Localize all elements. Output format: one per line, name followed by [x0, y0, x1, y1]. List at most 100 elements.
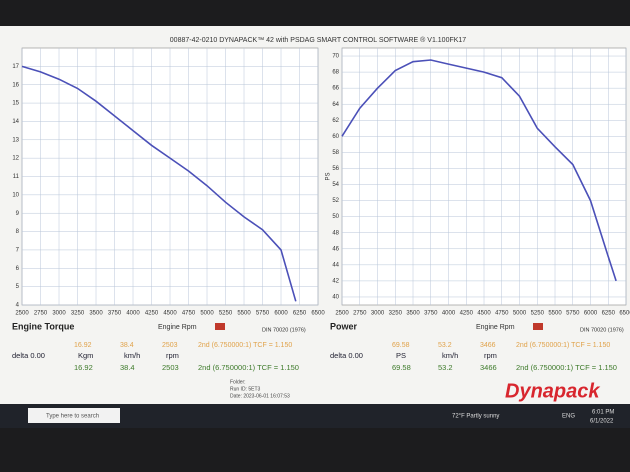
footer-text: Folder:: [230, 379, 246, 385]
y-tick-label: 58: [332, 150, 339, 156]
x-tick-label: 5250: [219, 311, 233, 317]
y-tick-label: 42: [332, 278, 339, 284]
clock-time[interactable]: 6:01 PM: [592, 410, 614, 416]
x-tick-label: 4000: [126, 311, 140, 317]
panel-title: Power: [330, 321, 358, 331]
x-tick-label: 3000: [52, 311, 66, 317]
y-tick-label: 64: [332, 102, 339, 108]
footer-text: Date: 2023-06-01 16:07:53: [230, 393, 290, 399]
y-tick-label: 62: [332, 118, 339, 124]
delta: delta 0.00: [330, 351, 363, 360]
x-tick-label: 6250: [293, 311, 307, 317]
y-tick-label: 16: [12, 82, 19, 88]
rpm-label: Engine Rpm: [476, 324, 515, 331]
y-tick-label: 68: [332, 70, 339, 76]
y-tick-label: 52: [332, 198, 339, 204]
x-tick-label: 6500: [619, 311, 630, 317]
cursor-value: 38.4: [120, 342, 134, 349]
footer-text: Run ID: 5ET3: [230, 386, 261, 392]
y-tick-label: 8: [16, 229, 20, 235]
cursor-value: 53.2: [438, 342, 452, 349]
cursor-value: 2nd (6.750000:1) TCF = 1.150: [198, 342, 292, 349]
panel-title: Engine Torque: [12, 321, 74, 331]
unit: km/h: [442, 351, 458, 360]
x-tick-label: 5000: [200, 311, 214, 317]
x-tick-label: 4500: [477, 311, 491, 317]
y-tick-label: 5: [16, 284, 20, 290]
y-tick-label: 44: [332, 262, 339, 268]
standard: DIN 70020 (1976): [262, 327, 306, 333]
y-tick-label: 66: [332, 86, 339, 92]
rpm-marker: [533, 323, 543, 330]
unit: rpm: [166, 351, 179, 360]
y-tick-label: 54: [332, 182, 339, 188]
x-tick-label: 4250: [460, 311, 474, 317]
x-tick-label: 2750: [34, 311, 48, 317]
x-tick-label: 3500: [89, 311, 103, 317]
unit: km/h: [124, 351, 140, 360]
x-tick-label: 3250: [71, 311, 85, 317]
rpm-label: Engine Rpm: [158, 324, 197, 331]
readout-value: 38.4: [120, 363, 135, 372]
y-tick-label: 46: [332, 246, 339, 252]
x-tick-label: 4250: [145, 311, 159, 317]
x-tick-label: 4000: [442, 311, 456, 317]
x-tick-label: 2500: [15, 311, 29, 317]
x-tick-label: 6000: [584, 311, 598, 317]
readout-value: 2503: [162, 363, 179, 372]
x-tick-label: 5500: [237, 311, 251, 317]
y-tick-label: 12: [12, 156, 19, 162]
language[interactable]: ENG: [562, 414, 575, 420]
weather[interactable]: 72°F Partly sunny: [452, 414, 499, 420]
cursor-value: 16.92: [74, 342, 92, 349]
x-tick-label: 3750: [108, 311, 122, 317]
cursor-value: 2503: [162, 342, 178, 349]
x-tick-label: 3250: [389, 311, 403, 317]
readout-value: 2nd (6.750000:1) TCF = 1.150: [516, 363, 617, 372]
x-tick-label: 6500: [311, 311, 325, 317]
data-line: [341, 59, 617, 282]
unit: rpm: [484, 351, 497, 360]
cursor-value: 69.58: [392, 342, 410, 349]
search-box[interactable]: [28, 408, 120, 423]
y-tick-label: 4: [16, 303, 20, 309]
clock-date[interactable]: 6/1/2022: [590, 419, 614, 425]
y-tick-label: 15: [12, 101, 19, 107]
readout-value: 69.58: [392, 363, 411, 372]
unit: PS: [396, 351, 406, 360]
y-tick-label: 6: [16, 266, 20, 272]
y-tick-label: 56: [332, 166, 339, 172]
x-tick-label: 2750: [353, 311, 367, 317]
unit: Kgm: [78, 351, 93, 360]
x-tick-label: 3000: [371, 311, 385, 317]
x-tick-label: 4750: [495, 311, 509, 317]
y-tick-label: 40: [332, 295, 339, 301]
x-tick-label: 5500: [548, 311, 562, 317]
delta: delta 0.00: [12, 351, 45, 360]
y-tick-label: 11: [13, 174, 20, 180]
x-tick-label: 4500: [163, 311, 177, 317]
y-tick-label: 7: [16, 248, 20, 254]
y-axis-label: PS: [326, 172, 332, 180]
readout-value: 2nd (6.750000:1) TCF = 1.150: [198, 363, 299, 372]
window-title: 00887-42-0210 DYNAPACK™ 42 with PSDAG SM…: [170, 36, 467, 44]
x-tick-label: 3500: [406, 311, 420, 317]
search-text[interactable]: Type here to search: [46, 414, 99, 420]
y-tick-label: 48: [332, 230, 339, 236]
x-tick-label: 6250: [602, 311, 616, 317]
readout-value: 16.92: [74, 363, 93, 372]
readout-value: 53.2: [438, 363, 453, 372]
y-tick-label: 17: [12, 64, 19, 70]
x-tick-label: 4750: [182, 311, 196, 317]
x-tick-label: 3750: [424, 311, 438, 317]
x-tick-label: 5750: [566, 311, 580, 317]
y-tick-label: 13: [12, 137, 19, 143]
cursor-value: 3466: [480, 342, 496, 349]
x-tick-label: 5750: [256, 311, 270, 317]
x-tick-label: 6000: [274, 311, 288, 317]
x-tick-label: 5000: [513, 311, 527, 317]
y-tick-label: 10: [12, 192, 19, 198]
rpm-marker: [215, 323, 225, 330]
